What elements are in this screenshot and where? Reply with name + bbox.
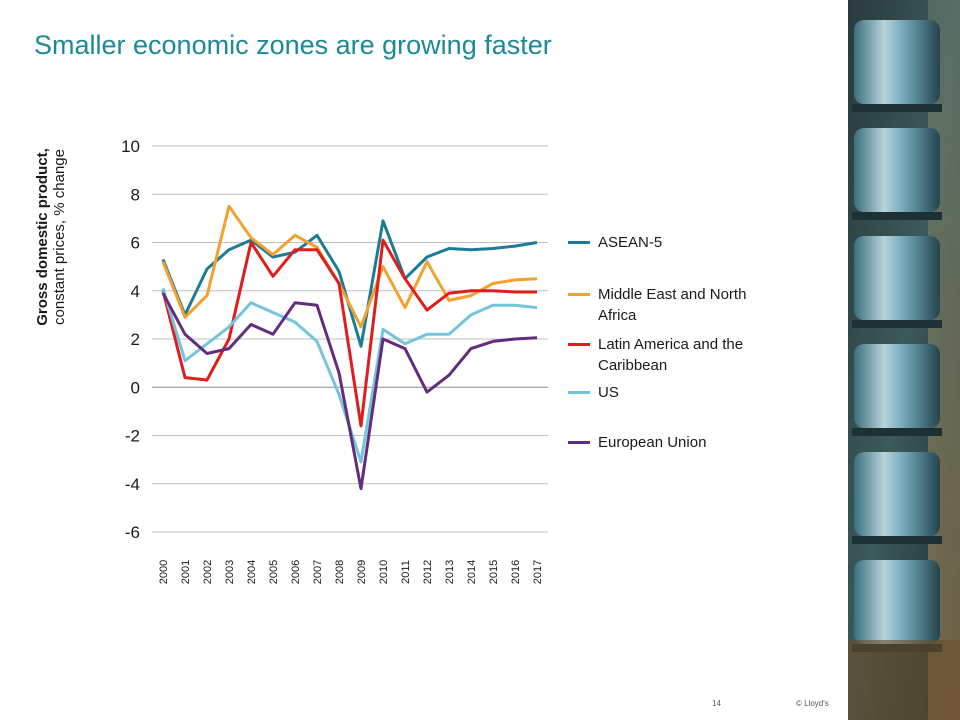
y-axis-ticks: 10 8 6 4 2 0 -2 -4 -6 bbox=[121, 137, 140, 542]
y-tick-label: -6 bbox=[125, 523, 140, 542]
y-axis-label-rest: constant prices, % change bbox=[51, 149, 68, 325]
x-tick-label: 2010 bbox=[378, 560, 390, 584]
x-tick-label: 2017 bbox=[532, 560, 544, 584]
x-tick-label: 2003 bbox=[224, 560, 236, 584]
x-tick-label: 2007 bbox=[312, 560, 324, 584]
legend-swatch bbox=[568, 241, 590, 244]
legend-item: European Union bbox=[568, 432, 788, 453]
legend-item: Latin America and the Caribbean bbox=[568, 334, 788, 376]
x-tick-label: 2014 bbox=[466, 560, 478, 584]
y-tick-label: 4 bbox=[131, 282, 140, 301]
series-line-asean-5 bbox=[161, 219, 538, 348]
x-tick-label: 2008 bbox=[334, 560, 346, 584]
legend-label: Latin America and the Caribbean bbox=[598, 336, 744, 374]
x-tick-label: 2015 bbox=[488, 560, 500, 584]
legend-label: Middle East and North Africa bbox=[598, 286, 747, 324]
chart-series bbox=[161, 204, 538, 491]
x-tick-label: 2013 bbox=[444, 560, 456, 584]
legend-label: European Union bbox=[598, 434, 707, 451]
legend-label: ASEAN-5 bbox=[598, 234, 663, 251]
series-line-middle-east-and-north-africa bbox=[161, 204, 538, 329]
photo-band bbox=[852, 104, 942, 112]
legend-swatch bbox=[568, 441, 590, 444]
x-tick-label: 2006 bbox=[290, 560, 302, 584]
x-tick-label: 2012 bbox=[422, 560, 434, 584]
series-line-latin-america-and-the-caribbean bbox=[161, 238, 537, 428]
y-tick-label: 10 bbox=[121, 137, 140, 156]
photo-cylinder bbox=[854, 128, 940, 212]
legend-swatch bbox=[568, 343, 590, 346]
decorative-building-photo bbox=[848, 0, 960, 720]
photo-cylinder bbox=[854, 20, 940, 104]
copyright-notice: © Lloyd's bbox=[796, 699, 829, 708]
x-tick-label: 2011 bbox=[400, 560, 412, 584]
y-tick-label: 6 bbox=[131, 234, 140, 253]
x-tick-label: 2016 bbox=[510, 560, 522, 584]
photo-band bbox=[852, 320, 942, 328]
photo-cylinder bbox=[854, 344, 940, 428]
y-tick-label: 8 bbox=[131, 185, 140, 204]
x-tick-label: 2005 bbox=[268, 560, 280, 584]
legend-swatch bbox=[568, 391, 590, 394]
x-tick-label: 2002 bbox=[202, 560, 214, 584]
page-number: 14 bbox=[712, 699, 721, 708]
y-tick-label: 2 bbox=[131, 330, 140, 349]
x-tick-label: 2004 bbox=[246, 560, 258, 584]
x-axis-ticks: 2000 2001 2002 2003 2004 2005 2006 2007 2008 2009… bbox=[158, 560, 544, 584]
legend-item: ASEAN-5 bbox=[568, 232, 788, 253]
photo-cylinder bbox=[854, 452, 940, 536]
legend-item: Middle East and North Africa bbox=[568, 284, 788, 326]
series-line-european-union bbox=[161, 292, 538, 491]
y-tick-label: -2 bbox=[125, 427, 140, 446]
photo-band bbox=[852, 428, 942, 436]
photo-band bbox=[852, 536, 942, 544]
legend-swatch bbox=[568, 293, 590, 296]
legend-label: US bbox=[598, 384, 619, 401]
photo-cylinder bbox=[854, 236, 940, 320]
x-tick-label: 2001 bbox=[180, 560, 192, 584]
y-tick-label: 0 bbox=[131, 378, 140, 397]
y-axis-label-bold: Gross domestic product, bbox=[34, 148, 51, 326]
y-tick-label: -4 bbox=[125, 475, 140, 494]
x-tick-label: 2000 bbox=[158, 560, 170, 584]
chart-grid bbox=[152, 145, 548, 533]
photo-band bbox=[852, 212, 942, 220]
x-tick-label: 2009 bbox=[356, 560, 368, 584]
slide-title: Smaller economic zones are growing faste… bbox=[34, 30, 552, 60]
legend-item: US bbox=[568, 382, 788, 403]
y-axis-label: Gross domestic product, constant prices,… bbox=[34, 122, 68, 352]
photo-cylinder bbox=[854, 560, 940, 644]
